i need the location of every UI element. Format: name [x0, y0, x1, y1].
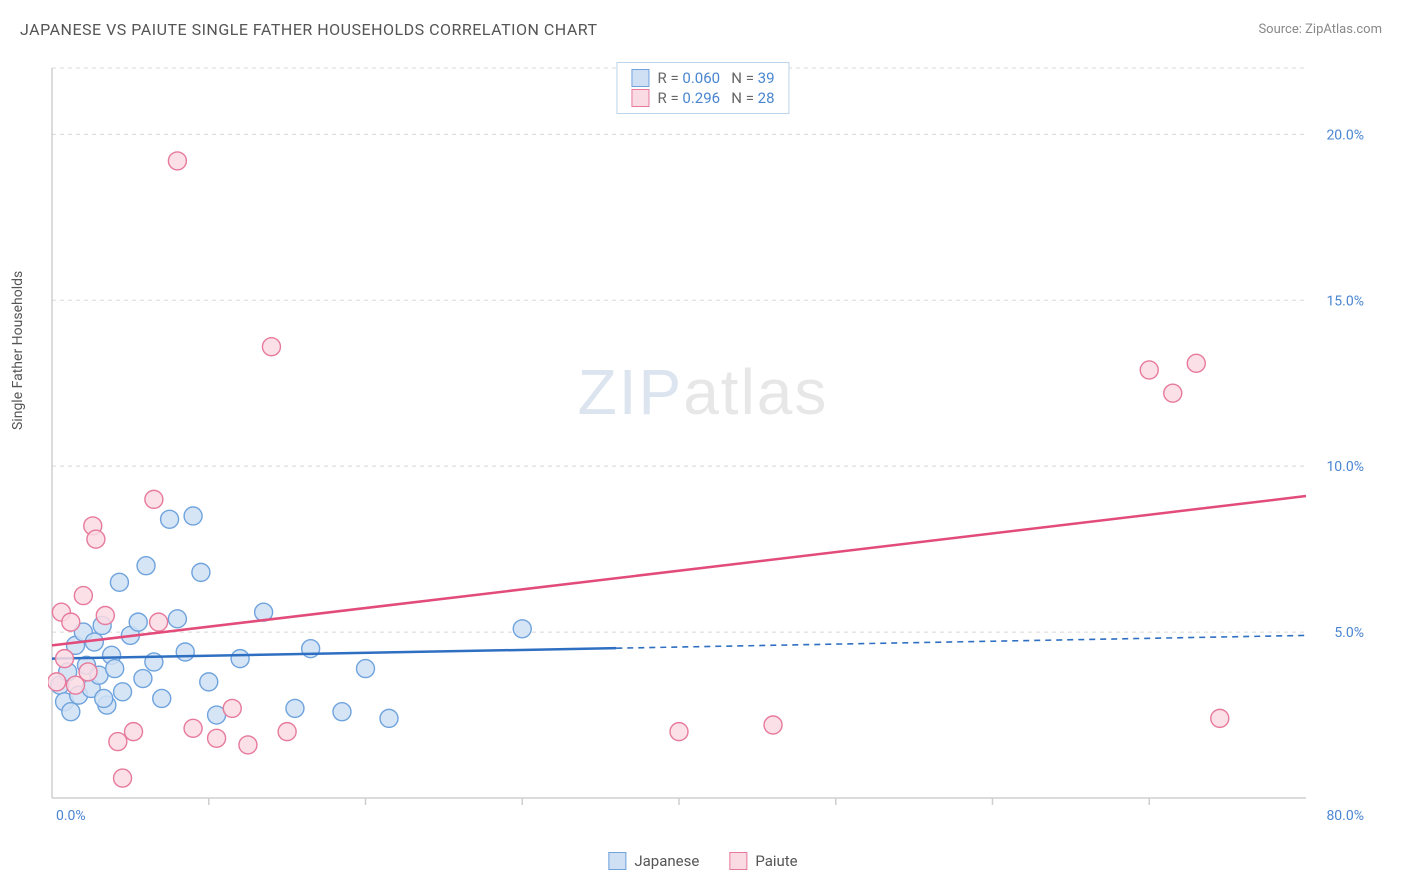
data-point [231, 650, 249, 668]
source-name: ZipAtlas.com [1305, 22, 1382, 37]
data-point [184, 719, 202, 737]
legend-swatch [631, 69, 649, 87]
data-point [106, 660, 124, 678]
data-point [1140, 361, 1158, 379]
legend-item: Japanese [608, 852, 699, 870]
source-label: Source: [1258, 22, 1301, 37]
y-tick-label: 15.0% [1326, 293, 1364, 309]
data-point [670, 723, 688, 741]
data-point [239, 736, 257, 754]
data-point [357, 660, 375, 678]
data-point [74, 587, 92, 605]
data-point [168, 610, 186, 628]
data-point [114, 769, 132, 787]
data-point [87, 530, 105, 548]
data-point [513, 620, 531, 638]
data-point [56, 650, 74, 668]
data-point [764, 716, 782, 734]
data-point [208, 729, 226, 747]
data-point [96, 607, 114, 625]
data-point [168, 152, 186, 170]
data-point [62, 703, 80, 721]
chart-plot-area: 5.0% 10.0% 15.0% 20.0% 0.0% 80.0% [48, 58, 1376, 828]
x-tick-label-min: 0.0% [56, 808, 86, 824]
data-point [223, 699, 241, 717]
data-point [176, 643, 194, 661]
legend-item: Paiute [729, 852, 797, 870]
data-point [1164, 384, 1182, 402]
data-point [48, 673, 66, 691]
data-point [134, 670, 152, 688]
data-point [1211, 709, 1229, 727]
data-point [109, 733, 127, 751]
data-point [95, 689, 113, 707]
data-point [278, 723, 296, 741]
stats-legend-row: R = 0.060 N = 39 [631, 69, 774, 87]
legend-swatch [608, 852, 626, 870]
y-tick-label: 10.0% [1326, 459, 1364, 475]
data-point [1187, 354, 1205, 372]
legend-label: Paiute [755, 852, 797, 870]
data-point [192, 563, 210, 581]
stats-legend-text: R = 0.296 N = 28 [657, 89, 774, 107]
data-point [153, 689, 171, 707]
legend-label: Japanese [634, 852, 699, 870]
data-point [114, 683, 132, 701]
scatter-chart-svg: 5.0% 10.0% 15.0% 20.0% 0.0% 80.0% [48, 58, 1376, 828]
y-axis-label: Single Father Households [10, 271, 26, 430]
legend-swatch [631, 89, 649, 107]
series-legend: Japanese Paiute [608, 852, 797, 870]
data-point [200, 673, 218, 691]
data-point [333, 703, 351, 721]
regression-line-solid [52, 496, 1306, 645]
data-point [380, 709, 398, 727]
data-point [129, 613, 147, 631]
stats-legend-row: R = 0.296 N = 28 [631, 89, 774, 107]
stats-legend: R = 0.060 N = 39 R = 0.296 N = 28 [616, 62, 789, 114]
data-point [262, 338, 280, 356]
stats-legend-text: R = 0.060 N = 39 [657, 69, 774, 87]
data-point [150, 613, 168, 631]
data-point [125, 723, 143, 741]
data-point [161, 510, 179, 528]
data-point [62, 613, 80, 631]
y-tick-label: 20.0% [1326, 127, 1364, 143]
data-point [79, 663, 97, 681]
data-point [145, 490, 163, 508]
data-point [137, 557, 155, 575]
y-tick-label: 5.0% [1334, 625, 1364, 641]
x-tick-label-max: 80.0% [1326, 808, 1364, 824]
chart-title: JAPANESE VS PAIUTE SINGLE FATHER HOUSEHO… [20, 20, 598, 39]
data-point [184, 507, 202, 525]
regression-line-dashed [616, 635, 1306, 648]
legend-swatch [729, 852, 747, 870]
data-point [110, 573, 128, 591]
source-attribution: Source: ZipAtlas.com [1258, 22, 1382, 37]
data-point [286, 699, 304, 717]
regression-line-solid [52, 648, 616, 658]
